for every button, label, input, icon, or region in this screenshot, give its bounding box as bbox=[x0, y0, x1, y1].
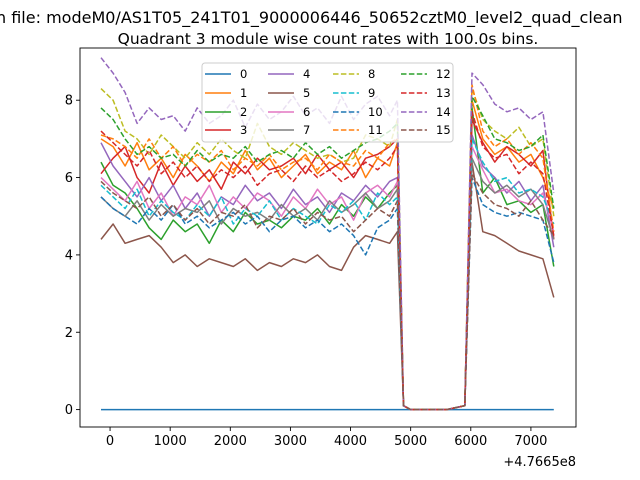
legend-label-7: 7 bbox=[303, 123, 310, 137]
series-line-6 bbox=[100, 145, 555, 411]
series-line-7 bbox=[100, 157, 555, 411]
series-line-15 bbox=[100, 172, 555, 411]
chart-title: Quadrant 3 module wise count rates with … bbox=[118, 30, 539, 48]
series-line-12 bbox=[100, 95, 555, 411]
y-tick-label: 6 bbox=[65, 171, 73, 186]
legend-label-10: 10 bbox=[368, 105, 383, 119]
series-line-11 bbox=[100, 83, 555, 411]
legend-label-4: 4 bbox=[303, 67, 310, 81]
y-tick-label: 0 bbox=[65, 403, 73, 418]
x-tick-label: 2000 bbox=[214, 434, 247, 449]
plot-area bbox=[100, 57, 555, 411]
legend-label-11: 11 bbox=[368, 123, 383, 137]
x-offset-label: +4.7665e8 bbox=[503, 455, 576, 470]
x-tick-label: 7000 bbox=[514, 434, 547, 449]
y-tick-label: 2 bbox=[65, 326, 73, 341]
axes-frame bbox=[79, 47, 577, 428]
series-line-9 bbox=[100, 138, 555, 411]
legend-label-13: 13 bbox=[436, 86, 451, 100]
x-tick-label: 5000 bbox=[394, 434, 427, 449]
series-line-2 bbox=[100, 107, 555, 411]
x-tick-label: 6000 bbox=[454, 434, 487, 449]
series-line-1 bbox=[100, 99, 555, 411]
legend-label-9: 9 bbox=[368, 86, 375, 100]
figure-suptitle: n file: modeM0/AS1T05_241T01_9000006446_… bbox=[0, 8, 623, 27]
y-tick-label: 4 bbox=[65, 248, 73, 263]
legend-label-0: 0 bbox=[240, 67, 247, 81]
legend-label-5: 5 bbox=[303, 86, 310, 100]
legend-label-3: 3 bbox=[240, 123, 247, 137]
legend-label-15: 15 bbox=[436, 123, 451, 137]
x-tick-label: 3000 bbox=[274, 434, 307, 449]
axes: 0 1000 2000 3000 4000 5000 6000 7000 0 2 4 6 8 bbox=[65, 47, 577, 449]
series-line-5 bbox=[100, 161, 555, 411]
legend-label-6: 6 bbox=[303, 105, 310, 119]
x-tick-label: 1000 bbox=[154, 434, 187, 449]
legend-label-8: 8 bbox=[368, 67, 375, 81]
series-line-13 bbox=[100, 111, 555, 411]
legend-label-14: 14 bbox=[436, 105, 451, 119]
legend-label-2: 2 bbox=[240, 105, 247, 119]
y-tick-label: 8 bbox=[65, 94, 73, 109]
legend-box bbox=[201, 62, 454, 143]
x-tick-label: 0 bbox=[106, 434, 114, 449]
legend-label-1: 1 bbox=[240, 86, 247, 100]
legend-label-12: 12 bbox=[436, 67, 451, 81]
x-tick-label: 4000 bbox=[334, 434, 367, 449]
series-line-10 bbox=[100, 176, 555, 411]
